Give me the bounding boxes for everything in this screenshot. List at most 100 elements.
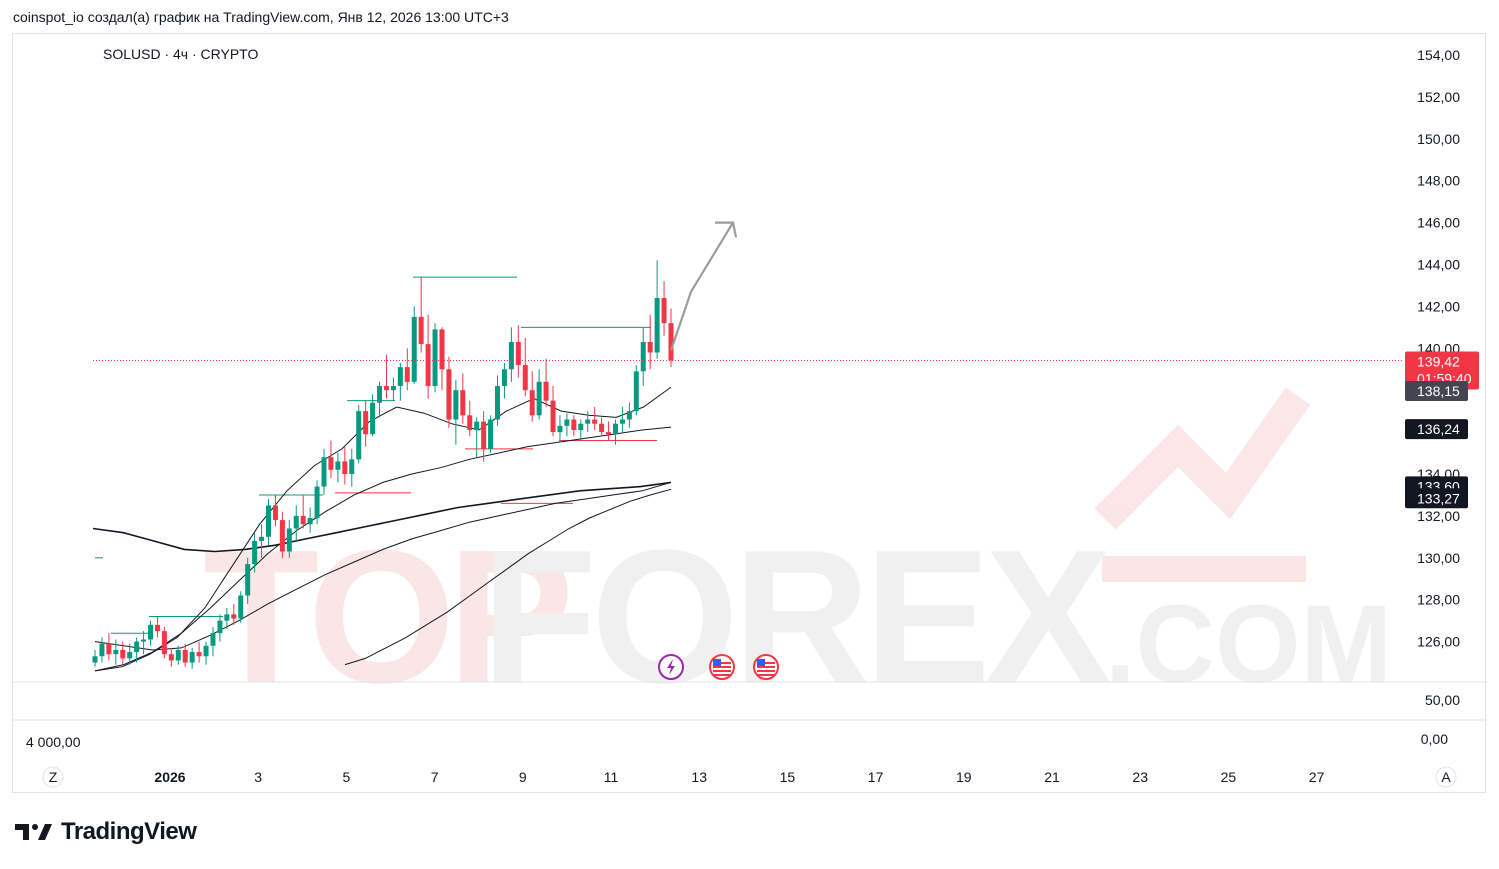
candle <box>335 453 341 483</box>
candle-body <box>654 298 660 353</box>
candle-body <box>141 639 147 642</box>
candle <box>543 358 549 407</box>
price-tick-label: 142,00 <box>1417 298 1460 314</box>
price-tag: 138,15 <box>1405 381 1468 402</box>
candle-body <box>515 342 521 366</box>
candle-body <box>175 649 181 661</box>
candle <box>120 641 126 665</box>
candle <box>148 620 154 646</box>
candle <box>481 411 487 462</box>
candle-body <box>668 323 674 361</box>
event-icons[interactable] <box>658 654 779 680</box>
candle-body <box>307 517 313 525</box>
lower-pane-right-top: 50,00 <box>1425 692 1460 708</box>
time-tick-label: 2026 <box>154 769 185 785</box>
chart-frame[interactable]: TOP FOREX .COM 154,00 152,00 150,00 148,00 1… <box>12 33 1487 794</box>
candlestick-series[interactable] <box>92 260 674 669</box>
us-flag-icon[interactable] <box>709 654 735 680</box>
candle <box>113 639 119 665</box>
time-tick-label: 9 <box>519 769 527 785</box>
watermark-bar <box>1102 556 1306 582</box>
time-tick-label: 13 <box>691 769 707 785</box>
candle-body <box>168 654 174 661</box>
candle-body <box>134 641 140 653</box>
candle-body <box>508 342 514 370</box>
candle <box>619 406 625 433</box>
candle-body <box>585 419 591 424</box>
candle-body <box>279 520 285 552</box>
candle <box>217 614 223 642</box>
candle <box>460 373 466 424</box>
candle-body <box>647 342 653 353</box>
candle <box>154 616 160 638</box>
candle <box>397 362 403 401</box>
candle <box>404 348 410 391</box>
symbol-label: SOLUSD · 4ч · CRYPTO <box>103 46 258 62</box>
candle <box>307 507 313 533</box>
watermark-arrow-line <box>1094 387 1311 530</box>
candle-body <box>557 425 563 433</box>
price-axis[interactable]: 154,00 152,00 150,00 148,00 146,00 144,00 142,… <box>1417 47 1460 650</box>
candle <box>300 494 306 529</box>
time-tick-label: 27 <box>1309 769 1325 785</box>
svg-text:Z: Z <box>49 769 58 785</box>
candle-body <box>286 528 292 552</box>
time-axis[interactable]: Z A 2026 3 5 7 9 11 13 15 17 19 21 23 25 27 <box>42 766 1457 788</box>
candle-body <box>481 421 487 449</box>
time-axis-left-button[interactable]: Z <box>42 766 64 788</box>
candle <box>439 327 445 391</box>
candle-body <box>599 423 605 433</box>
candle <box>189 647 195 669</box>
lightning-icon[interactable] <box>658 654 684 680</box>
candle <box>432 323 438 393</box>
projection-arrow[interactable] <box>669 221 738 351</box>
candle-body <box>238 595 244 619</box>
tradingview-logo[interactable]: TradingView <box>15 818 197 846</box>
candle <box>501 362 507 399</box>
candle <box>446 356 452 428</box>
candle <box>231 603 237 625</box>
price-tick-label: 128,00 <box>1417 592 1460 608</box>
us-flag-icon[interactable] <box>753 654 779 680</box>
price-tick-label: 132,00 <box>1417 508 1460 524</box>
tradingview-wordmark: TradingView <box>61 818 197 845</box>
candle-body <box>259 536 265 542</box>
candle <box>640 327 646 387</box>
price-tick-label: 150,00 <box>1417 131 1460 147</box>
candle-body <box>99 643 105 657</box>
time-tick-label: 25 <box>1221 769 1237 785</box>
candle <box>515 325 521 378</box>
candle <box>265 499 271 546</box>
candle-body <box>501 369 507 387</box>
candle-body <box>619 419 625 424</box>
candle-body <box>418 316 424 345</box>
candle-body <box>432 329 438 387</box>
candle-body <box>335 461 341 470</box>
candle-body <box>217 620 223 634</box>
candle <box>279 511 285 558</box>
price-tick-label: 126,00 <box>1417 634 1460 650</box>
candle-body <box>543 381 549 401</box>
price-chart[interactable]: TOP FOREX .COM 154,00152,00150,00148,001… <box>13 34 1487 794</box>
time-tick-label: 23 <box>1132 769 1148 785</box>
candle <box>134 637 140 663</box>
candle-body <box>495 386 501 420</box>
time-axis-right-button[interactable]: A <box>1435 766 1457 788</box>
moving-average-line <box>94 386 672 672</box>
candle-body <box>571 419 577 431</box>
candle-body <box>460 390 466 416</box>
candle <box>488 415 494 454</box>
candle-body <box>106 643 112 655</box>
watermark-com: .COM <box>1105 583 1392 706</box>
level-lines <box>95 276 657 634</box>
price-tag-value: 139,42 <box>1417 353 1460 369</box>
candle <box>99 637 105 663</box>
candle <box>508 327 514 382</box>
price-tag: 133,27 <box>1405 488 1468 509</box>
watermark-logo: TOP FOREX .COM <box>203 387 1392 723</box>
candle <box>363 400 369 447</box>
candle-body <box>328 457 334 470</box>
time-tick-label: 21 <box>1044 769 1060 785</box>
lower-pane-left-value: 4 000,00 <box>26 734 81 750</box>
